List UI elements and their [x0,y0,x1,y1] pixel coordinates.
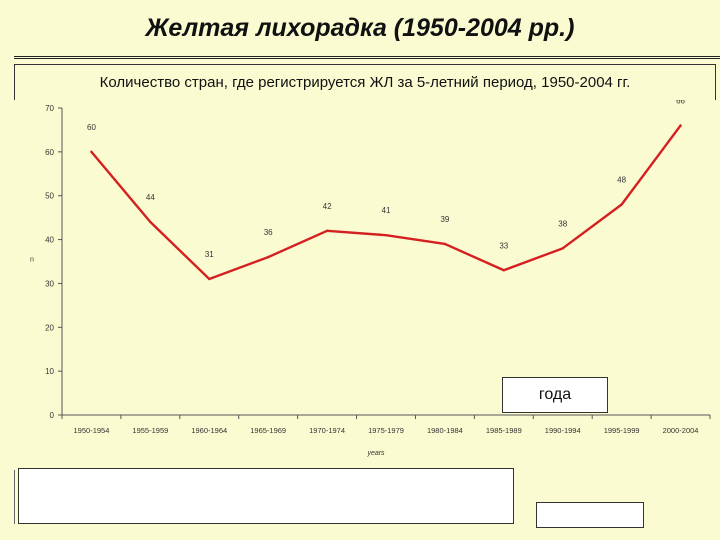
data-label: 66 [676,100,685,106]
data-label: 36 [264,228,273,237]
data-label: 60 [87,123,96,132]
slide-title: Желтая лихорадка (1950-2004 рр.) [145,14,575,42]
data-label: 41 [382,206,391,215]
y-tick-label: 30 [45,279,54,288]
x-axis: 1950-1954 1955-1959 1960-1964 1965-1969 1970… [61,414,711,457]
data-point [620,203,623,206]
x-tick-label: 1975-1979 [368,426,404,435]
y-tick-label: 20 [45,323,54,332]
line-chart: 0 10 20 30 40 50 60 70 n 1950-1954 1955-1959 1960-… [14,100,720,470]
y-tick-label: 50 [45,192,54,201]
series [90,124,682,281]
x-tick-label: 1995-1999 [604,426,640,435]
chart-subtitle: Количество стран, где регистрируется ЖЛ … [14,64,716,102]
data-label: 44 [146,193,155,202]
data-label: 33 [499,241,508,250]
data-point [502,269,506,272]
x-tick-label: 1965-1969 [250,426,286,435]
data-point [90,150,93,154]
data-label: 48 [617,175,626,184]
data-point [266,255,270,259]
blank-answer-box[interactable] [18,468,514,524]
x-tick-label: 1990-1994 [545,426,581,435]
x-tick-label: 1980-1984 [427,426,463,435]
data-label: 39 [440,215,449,224]
y-tick-label: 60 [45,148,54,157]
blank-small-box[interactable] [536,502,644,528]
data-point [561,247,564,250]
data-point [443,242,447,246]
overlay-label: года [502,377,608,413]
x-tick-label: 1985-1989 [486,426,522,435]
x-tick-label: 2000-2004 [663,426,699,435]
x-tick-label: 1970-1974 [309,426,345,435]
data-label: 31 [205,250,214,259]
data-label: 42 [323,202,332,211]
data-point [208,277,211,281]
x-tick-label: 1950-1954 [74,426,110,435]
y-tick-label: 40 [45,236,54,245]
data-labels: 60 44 31 36 42 41 39 33 38 48 66 [87,100,686,259]
chart-svg: 0 10 20 30 40 50 60 70 n 1950-1954 1955-1959 1960-… [30,100,711,457]
data-point [149,220,152,224]
x-axis-label: years [366,450,385,457]
data-point [325,229,329,232]
data-point [384,233,388,237]
title-divider [14,56,720,59]
y-axis: 0 10 20 30 40 50 60 70 n [30,104,63,420]
y-axis-label: n [30,257,34,264]
y-tick-label: 10 [45,367,54,376]
x-tick-label: 1960-1964 [191,426,227,435]
x-tick-label: 1955-1959 [132,426,168,435]
data-point [679,124,682,127]
y-tick-label: 70 [45,104,54,113]
y-tick-label: 0 [50,411,55,420]
series-line [90,124,682,281]
data-label: 38 [558,219,567,228]
